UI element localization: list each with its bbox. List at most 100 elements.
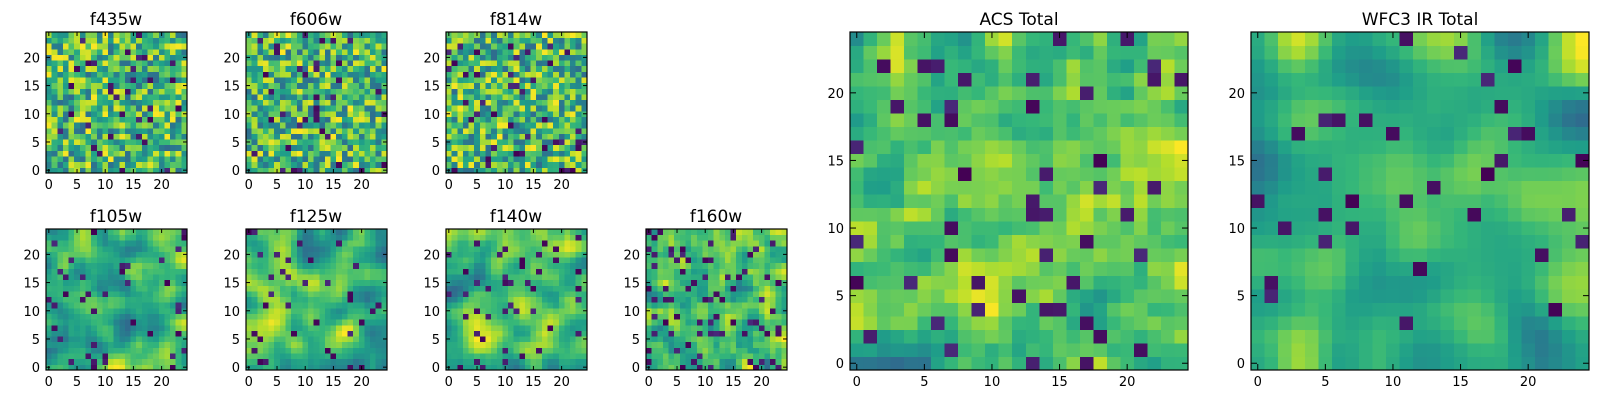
heatmap-cell (564, 71, 571, 78)
heatmap-cell (575, 150, 582, 157)
heatmap-cell (1133, 261, 1148, 276)
heatmap-cell (341, 144, 348, 151)
heatmap-cell (51, 364, 58, 371)
heatmap-cell (581, 37, 588, 44)
heatmap-cell (553, 82, 560, 89)
heatmap-cell (479, 353, 486, 360)
heatmap-cell (496, 347, 503, 354)
heatmap-cell (657, 336, 664, 343)
heatmap-cell (175, 65, 182, 72)
heatmap-cell (62, 105, 69, 112)
heatmap-cell (668, 262, 675, 269)
heatmap-cell (890, 288, 905, 303)
heatmap-cell (502, 234, 509, 241)
heatmap-cell (147, 319, 154, 326)
heatmap-cell (330, 257, 337, 264)
heatmap-cell (85, 319, 92, 326)
heatmap-cell (62, 82, 69, 89)
heatmap-cell (136, 240, 143, 247)
heatmap-cell (119, 122, 126, 129)
heatmap-cell (79, 105, 86, 112)
heatmap-cell (564, 307, 571, 314)
heatmap-cell (446, 43, 453, 50)
heatmap-cell (485, 279, 492, 286)
heatmap-cell (330, 268, 337, 275)
heatmap-cell (291, 358, 298, 365)
heatmap-cell (341, 268, 348, 275)
heatmap-cell (296, 245, 303, 252)
heatmap-cell (446, 127, 453, 134)
heatmap-cell (736, 285, 743, 292)
heatmap-cell (251, 302, 258, 309)
heatmap-cell (51, 105, 58, 112)
heatmap-cell (547, 319, 554, 326)
heatmap-cell (246, 330, 253, 337)
heatmap-cell (102, 71, 109, 78)
heatmap-cell (1012, 248, 1027, 263)
heatmap-cell (68, 353, 75, 360)
heatmap-cell (513, 319, 520, 326)
heatmap-cell (91, 32, 98, 39)
heatmap-cell (91, 341, 98, 348)
heatmap-cell (274, 291, 281, 298)
heatmap-cell (308, 161, 315, 168)
heatmap-cell (1133, 275, 1148, 290)
heatmap-cell (279, 127, 286, 134)
heatmap-cell (141, 167, 148, 174)
heatmap-cell (102, 341, 109, 348)
heatmap-cell (564, 324, 571, 331)
heatmap-cell (175, 161, 182, 168)
heatmap-cell (62, 32, 69, 39)
heatmap-cell (79, 341, 86, 348)
heatmap-cell (524, 274, 531, 281)
heatmap-cell (62, 296, 69, 303)
heatmap-cell (485, 139, 492, 146)
heatmap-cell (96, 161, 103, 168)
heatmap-cell (1174, 194, 1189, 209)
heatmap-cell (124, 324, 131, 331)
heatmap-cell (491, 307, 498, 314)
heatmap-cell (485, 150, 492, 157)
heatmap-cell (113, 302, 120, 309)
heatmap-cell (730, 336, 737, 343)
heatmap-cell (541, 77, 548, 84)
heatmap-cell (668, 313, 675, 320)
heatmap-cell (944, 288, 959, 303)
heatmap-cell (324, 82, 331, 89)
heatmap-cell (274, 268, 281, 275)
heatmap-cell (102, 99, 109, 106)
heatmap-cell (130, 234, 137, 241)
heatmap-cell (764, 268, 771, 275)
heatmap-cell (474, 60, 481, 67)
heatmap-cell (130, 353, 137, 360)
heatmap-cell (113, 307, 120, 314)
heatmap-cell (1066, 342, 1081, 357)
heatmap-cell (302, 99, 309, 106)
heatmap-cell (770, 302, 777, 309)
y-tick-label: 10 (423, 108, 440, 123)
heatmap-cell (108, 60, 115, 67)
heatmap-cell (524, 279, 531, 286)
heatmap-cell (51, 234, 58, 241)
heatmap-cell (496, 144, 503, 151)
heatmap-cell (462, 268, 469, 275)
heatmap-cell (279, 77, 286, 84)
heatmap-cell (181, 353, 188, 360)
heatmap-cell (513, 251, 520, 258)
heatmap-cell (513, 353, 520, 360)
heatmap-cell (917, 234, 932, 249)
heatmap-cell (136, 133, 143, 140)
heatmap-cell (324, 353, 331, 360)
heatmap-cell (1066, 221, 1081, 236)
heatmap-cell (558, 65, 565, 72)
heatmap-cell (296, 291, 303, 298)
heatmap-cell (685, 347, 692, 354)
heatmap-cell (141, 358, 148, 365)
heatmap-cell (502, 257, 509, 264)
heatmap-cell (324, 32, 331, 39)
heatmap-cell (524, 313, 531, 320)
heatmap-cell (364, 279, 371, 286)
heatmap-cell (51, 319, 58, 326)
heatmap-cell (274, 313, 281, 320)
heatmap-cell (904, 288, 918, 303)
